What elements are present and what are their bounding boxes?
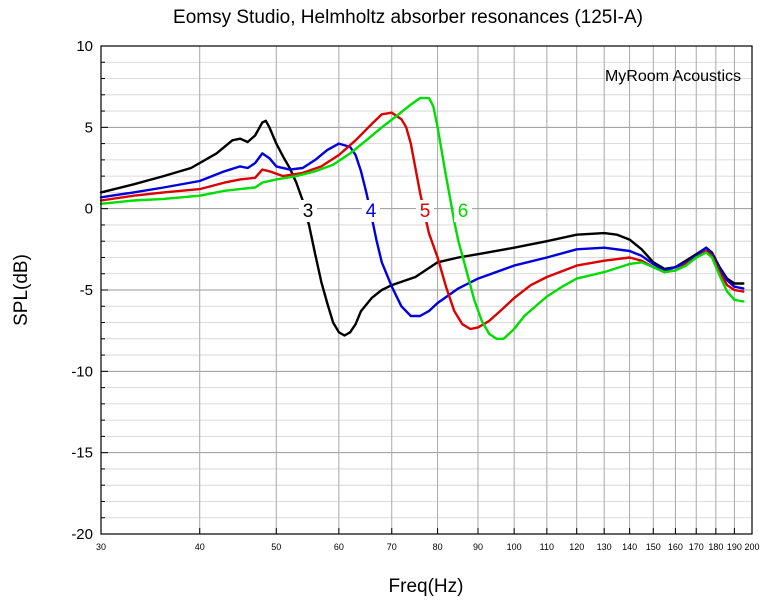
y-tick-label: -20	[71, 526, 93, 543]
x-tick-label: 120	[569, 542, 584, 552]
x-tick-label: 180	[708, 542, 723, 552]
series-label-5: 5	[420, 201, 431, 222]
x-tick-label: 100	[507, 542, 522, 552]
series-line-4	[99, 142, 745, 318]
series-label-background	[416, 200, 434, 222]
series-label-background	[362, 200, 380, 222]
x-axis-label: Freq(Hz)	[389, 576, 464, 597]
x-tick-label: 90	[473, 542, 483, 552]
series-label-4: 4	[366, 201, 377, 222]
chart-title: Eomsy Studio, Helmholtz absorber resonan…	[173, 7, 643, 28]
y-tick-label: 5	[85, 119, 93, 136]
annotation-text: MyRoom Acoustics	[605, 68, 741, 85]
x-tick-label: 110	[540, 542, 554, 552]
y-tick-label: 10	[76, 38, 93, 55]
y-tick-label: -15	[71, 445, 93, 462]
y-axis-label: SPL(dB)	[11, 254, 32, 326]
x-tick-label: 170	[689, 542, 704, 552]
series-label-6: 6	[458, 201, 469, 222]
x-tick-label: 190	[727, 542, 742, 552]
y-tick-label: -10	[71, 363, 93, 380]
x-tick-label: 140	[622, 542, 637, 552]
x-tick-label: 40	[195, 542, 205, 552]
series-label-background	[299, 200, 317, 222]
x-tick-label: 150	[646, 542, 661, 552]
x-tick-label: 50	[271, 542, 281, 552]
series-label-3: 3	[303, 201, 314, 222]
grid	[101, 46, 752, 534]
plot-lines	[99, 96, 745, 340]
x-tick-label: 60	[334, 542, 344, 552]
series-line-6	[99, 96, 745, 340]
x-tick-label: 30	[96, 542, 106, 552]
x-tick-label: 160	[668, 542, 683, 552]
y-tick-label: 0	[85, 201, 93, 218]
series-labels: 3 4 5 6	[299, 200, 472, 222]
x-tick-label: 70	[387, 542, 397, 552]
y-tick-label: -5	[80, 282, 93, 299]
x-tick-label: 130	[597, 542, 612, 552]
x-tick-label: 200	[744, 542, 759, 552]
series-label-background	[454, 200, 472, 222]
x-tick-label: 80	[433, 542, 443, 552]
